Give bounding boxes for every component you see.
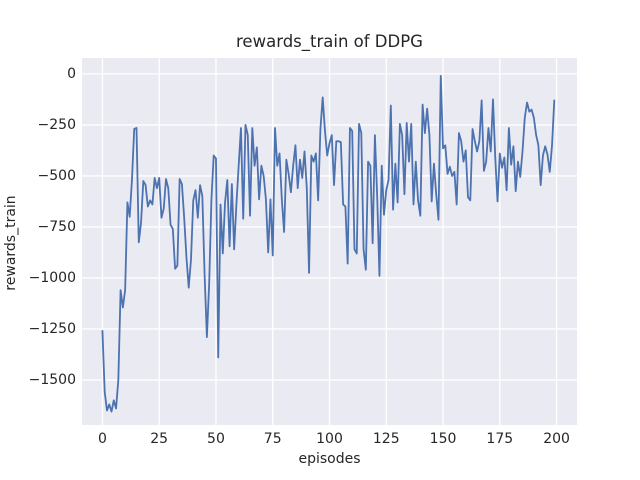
- x-tick-label: 0: [97, 431, 107, 447]
- y-tick-label: −1250: [28, 320, 76, 337]
- chart-title: rewards_train of DDPG: [236, 32, 423, 51]
- x-tick-label: 100: [316, 431, 343, 447]
- plot-svg: [82, 58, 577, 425]
- y-tick-label: 0: [67, 65, 76, 82]
- x-tick-label: 75: [263, 431, 282, 447]
- y-tick-label: −250: [37, 116, 76, 133]
- x-tick-label: 125: [372, 431, 400, 447]
- y-tick-label: −1000: [28, 269, 76, 286]
- x-tick-label: 200: [543, 431, 570, 447]
- x-tick-label: 25: [150, 431, 169, 447]
- reward-line: [101, 75, 556, 413]
- y-tick-label: −1500: [28, 371, 76, 388]
- x-tick-label: 50: [207, 431, 225, 447]
- y-axis-label: rewards_train: [3, 195, 19, 291]
- x-tick-label: 150: [429, 431, 457, 447]
- x-tick-label: 175: [486, 431, 514, 447]
- x-axis-label: episodes: [298, 451, 361, 467]
- y-tick-label: −500: [37, 167, 76, 184]
- y-tick-label: −750: [37, 218, 76, 235]
- plot-area: [82, 58, 577, 425]
